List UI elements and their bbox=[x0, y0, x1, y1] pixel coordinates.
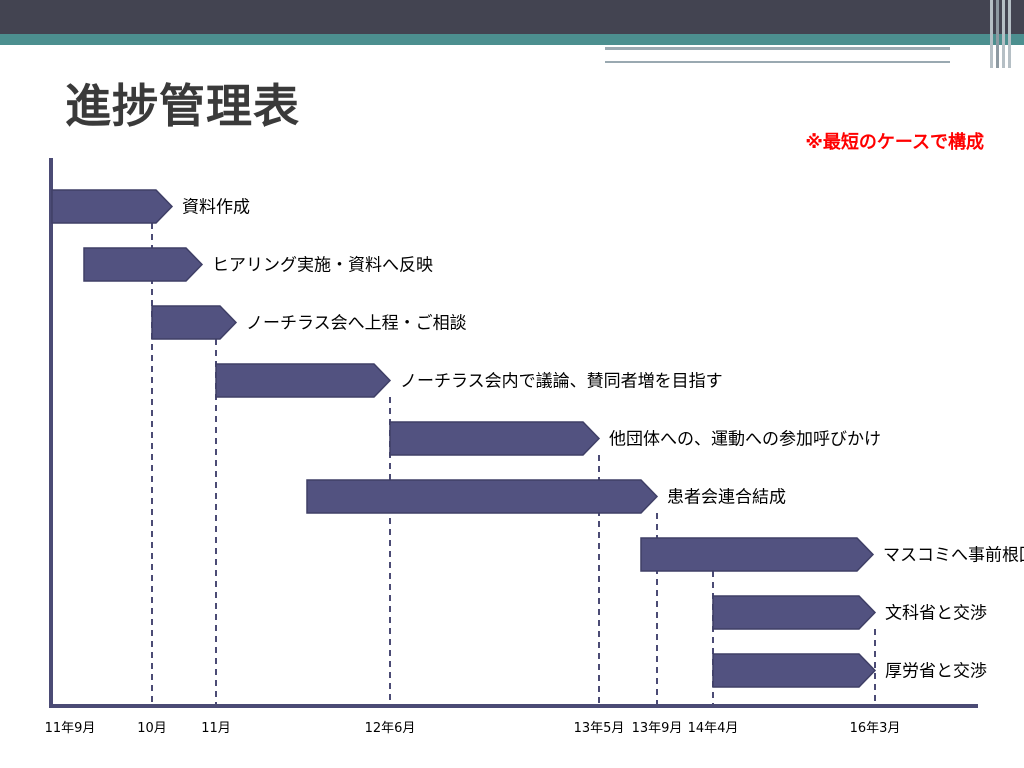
task-bar bbox=[51, 189, 174, 224]
scenario-note: ※最短のケースで構成 bbox=[805, 132, 984, 153]
x-tick-label: 11年9月 bbox=[45, 721, 96, 736]
header-band bbox=[0, 0, 1024, 34]
x-tick-label: 11月 bbox=[201, 721, 231, 736]
task-label: 文科省と交渉 bbox=[885, 604, 987, 624]
task-bar bbox=[215, 363, 392, 398]
header-strips bbox=[990, 0, 1024, 68]
header-accent-band bbox=[0, 34, 1024, 45]
x-tick-label: 10月 bbox=[137, 721, 167, 736]
task-bar bbox=[83, 247, 204, 282]
x-tick-label: 14年4月 bbox=[688, 721, 739, 736]
task-label: 資料作成 bbox=[182, 198, 250, 218]
task-bar bbox=[712, 595, 877, 630]
task-label: ノーチラス会内で議論、賛同者増を目指す bbox=[400, 372, 723, 392]
x-tick-label: 13年9月 bbox=[632, 721, 683, 736]
page-title: 進捗管理表 bbox=[65, 79, 300, 133]
task-bar bbox=[640, 537, 875, 572]
x-tick-label: 13年5月 bbox=[574, 721, 625, 736]
header-rule-line bbox=[605, 47, 950, 50]
task-bar bbox=[389, 421, 601, 456]
task-label: 厚労省と交渉 bbox=[885, 662, 987, 682]
x-tick-label: 16年3月 bbox=[850, 721, 901, 736]
x-tick-label: 12年6月 bbox=[365, 721, 416, 736]
header-rule-line bbox=[605, 61, 950, 63]
task-bar bbox=[712, 653, 877, 688]
task-label: ノーチラス会へ上程・ご相談 bbox=[246, 314, 467, 334]
task-label: 他団体への、運動への参加呼びかけ bbox=[609, 430, 881, 450]
task-label: 患者会連合結成 bbox=[667, 488, 786, 508]
task-bar bbox=[306, 479, 659, 514]
task-label: マスコミへ事前根回し bbox=[883, 546, 1024, 566]
task-bar bbox=[151, 305, 238, 340]
task-label: ヒアリング実施・資料へ反映 bbox=[212, 256, 433, 276]
